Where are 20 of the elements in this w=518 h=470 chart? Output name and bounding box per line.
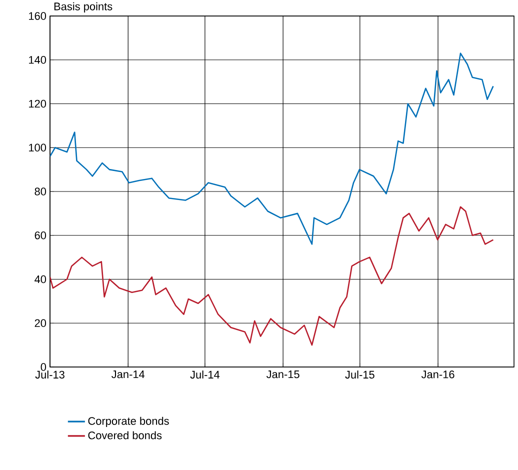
y-tick-label: 100 <box>29 144 46 152</box>
y-tick-label: 60 <box>34 232 46 240</box>
line-series <box>50 52 494 245</box>
x-tick-label: Jul-13 <box>35 370 64 379</box>
y-tick-label: 80 <box>34 188 46 196</box>
x-tick-label: Jul-14 <box>190 370 220 379</box>
line-series <box>50 206 494 346</box>
y-axis-title: Basis points <box>54 2 112 12</box>
legend-label: Covered bonds <box>88 431 162 440</box>
y-tick-label: 40 <box>34 275 46 284</box>
x-tick-label: Jul-15 <box>345 370 374 379</box>
y-tick-label: 0 <box>40 363 46 371</box>
y-tick-label: 120 <box>29 100 46 108</box>
y-tick-label: 160 <box>29 12 46 20</box>
x-tick-label: Jan-15 <box>266 370 300 378</box>
legend-label: Corporate bonds <box>88 416 169 428</box>
x-tick-label: Jan-14 <box>112 370 145 378</box>
y-tick-label: 140 <box>29 56 46 64</box>
y-tick-label: 20 <box>34 319 46 328</box>
x-tick-label: Jan-16 <box>421 370 454 378</box>
